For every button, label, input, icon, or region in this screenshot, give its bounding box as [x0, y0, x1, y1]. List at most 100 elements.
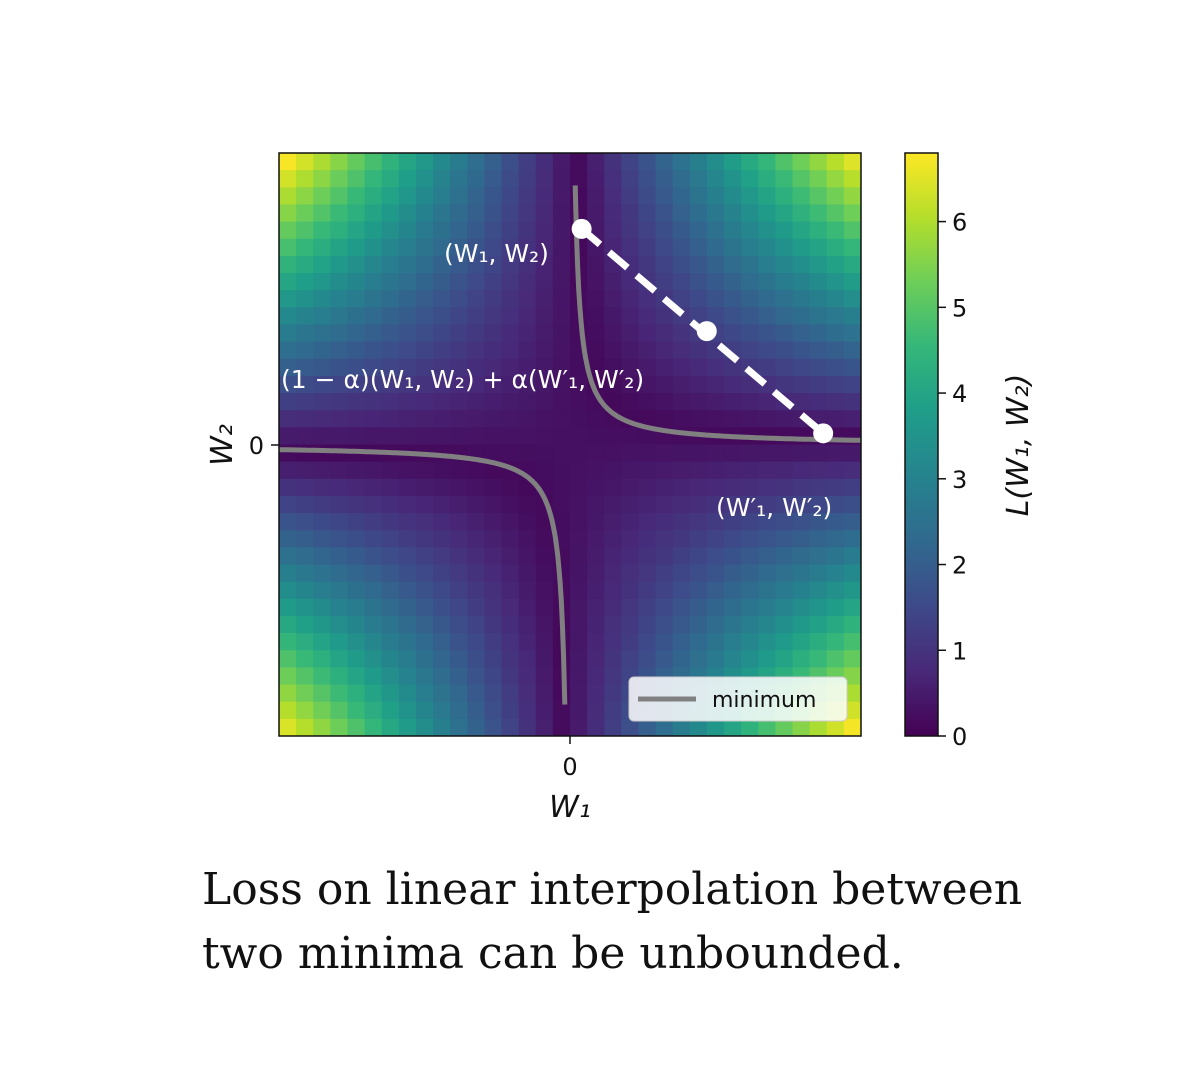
- heatmap-cell: [347, 650, 366, 669]
- heatmap-cell: [467, 547, 486, 566]
- heatmap-cell: [843, 444, 861, 463]
- heatmap-cell: [398, 255, 417, 274]
- heatmap-cell: [843, 358, 861, 377]
- heatmap-cell: [296, 410, 314, 428]
- heatmap-cell: [450, 170, 468, 188]
- heatmap-cell: [313, 701, 331, 720]
- heatmap-cell: [655, 615, 674, 634]
- heatmap-cell: [792, 581, 811, 600]
- heatmap-cell: [570, 513, 588, 531]
- heatmap-cell: [775, 307, 794, 326]
- heatmap-cell: [621, 324, 640, 343]
- heatmap-cell: [655, 221, 674, 240]
- heatmap-cell: [672, 255, 691, 274]
- heatmap-cell: [501, 273, 520, 291]
- heatmap-cell: [279, 341, 297, 360]
- heatmap-cell: [279, 581, 297, 600]
- heatmap-cell: [467, 478, 486, 497]
- heatmap-cell: [381, 375, 400, 394]
- heatmap-cell: [621, 598, 640, 617]
- heatmap-cell: [706, 633, 725, 651]
- heatmap-cell: [279, 290, 297, 308]
- heatmap-cell: [826, 393, 845, 411]
- heatmap-cell: [433, 273, 451, 291]
- heatmap-cell: [535, 444, 554, 463]
- heatmap-cell: [535, 684, 554, 703]
- heatmap-cell: [689, 393, 708, 411]
- heatmap-cell: [724, 478, 742, 497]
- heatmap-cell: [364, 273, 383, 291]
- heatmap-cell: [518, 444, 537, 463]
- heatmap-cell: [843, 290, 861, 308]
- heatmap-cell: [604, 495, 622, 514]
- heatmap-cell: [364, 530, 383, 548]
- heatmap-cell: [809, 530, 828, 548]
- heatmap-cell: [450, 393, 468, 411]
- heatmap-cell: [279, 564, 297, 583]
- heatmap-cell: [672, 341, 691, 360]
- heatmap-cell: [364, 547, 383, 566]
- colorbar-label: L(W₁, W₂): [1001, 374, 1036, 517]
- heatmap-cell: [621, 581, 640, 600]
- heatmap-cell: [775, 290, 794, 308]
- heatmap-cell: [826, 444, 845, 463]
- heatmap-cell: [381, 393, 400, 411]
- heatmap-cell: [535, 341, 554, 360]
- colorbar-tick-label: 6: [952, 209, 967, 237]
- colorbar-tick-label: 3: [952, 466, 967, 494]
- heatmap-cell: [433, 255, 451, 274]
- heatmap-cell: [570, 187, 588, 206]
- heatmap-cell: [775, 598, 794, 617]
- heatmap-cell: [535, 633, 554, 651]
- heatmap-cell: [518, 530, 537, 548]
- heatmap-cell: [792, 273, 811, 291]
- heatmap-cell: [484, 564, 503, 583]
- heatmap-cell: [330, 684, 349, 703]
- heatmap-cell: [450, 375, 468, 394]
- heatmap-cell: [843, 273, 861, 291]
- heatmap-cell: [689, 341, 708, 360]
- heatmap-cell: [724, 598, 742, 617]
- heatmap-cell: [792, 633, 811, 651]
- heatmap-cell: [330, 187, 349, 206]
- heatmap-cell: [501, 581, 520, 600]
- heatmap-cell: [381, 461, 400, 480]
- legend: minimum: [628, 676, 848, 722]
- heatmap-cell: [843, 375, 861, 394]
- heatmap-cell: [433, 204, 451, 223]
- heatmap-cell: [621, 393, 640, 411]
- heatmap-cell: [689, 581, 708, 600]
- heatmap-cell: [758, 358, 777, 377]
- heatmap-cell: [347, 324, 366, 343]
- heatmap-cell: [398, 341, 417, 360]
- heatmap-cell: [775, 513, 794, 531]
- heatmap-cell: [621, 375, 640, 394]
- heatmap-cell: [638, 461, 657, 480]
- heatmap-cell: [792, 221, 811, 240]
- heatmap-cell: [518, 410, 537, 428]
- heatmap-cell: [809, 444, 828, 463]
- heatmap-cell: [313, 615, 331, 634]
- colorbar-tick-label: 5: [952, 294, 967, 322]
- heatmap-cell: [758, 238, 777, 257]
- heatmap-cell: [724, 393, 742, 411]
- heatmap-cell: [501, 307, 520, 326]
- heatmap-cell: [518, 633, 537, 651]
- heatmap-cell: [655, 547, 674, 566]
- heatmap-cell: [552, 170, 571, 188]
- heatmap-cell: [467, 633, 486, 651]
- heatmap-cell: [604, 701, 622, 720]
- heatmap-cell: [296, 530, 314, 548]
- heatmap-cell: [535, 170, 554, 188]
- heatmap-cell: [826, 341, 845, 360]
- heatmap-cell: [604, 444, 622, 463]
- heatmap-cell: [587, 598, 605, 617]
- heatmap-cell: [313, 307, 331, 326]
- y-axis-label: W₂: [205, 424, 240, 466]
- heatmap-cell: [330, 598, 349, 617]
- heatmap-cell: [826, 273, 845, 291]
- heatmap-cell: [604, 204, 622, 223]
- heatmap-cell: [724, 187, 742, 206]
- heatmap-cell: [330, 564, 349, 583]
- heatmap-cell: [279, 530, 297, 548]
